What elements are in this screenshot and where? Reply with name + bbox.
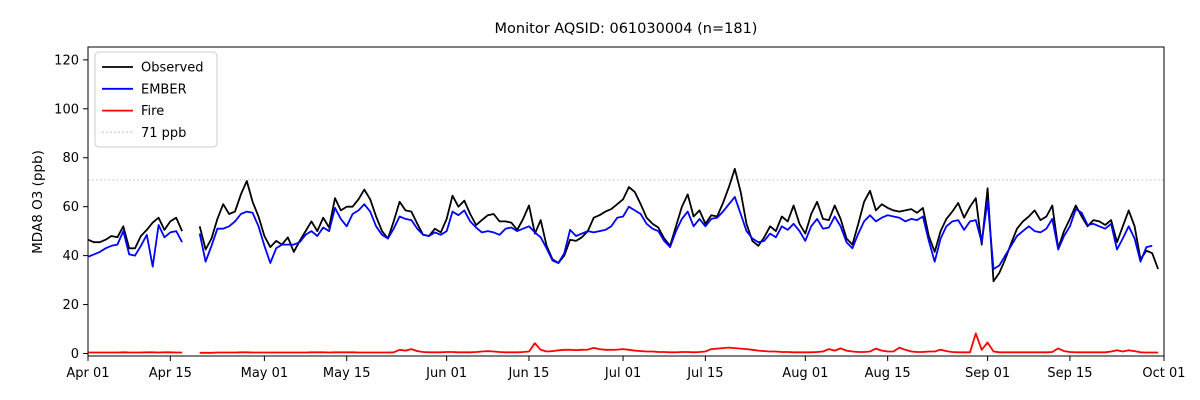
x-tick-label: Jul 15	[686, 366, 723, 381]
ember-line	[198, 195, 1153, 271]
y-tick-label: 20	[62, 298, 79, 313]
y-tick-label: 60	[62, 200, 79, 215]
y-tick-label: 40	[62, 249, 79, 264]
x-tick-label: Apr 01	[66, 366, 109, 381]
chart-title: Monitor AQSID: 061030004 (n=181)	[494, 21, 758, 37]
x-tick-label: May 01	[241, 366, 289, 381]
fire-line	[199, 332, 1159, 354]
x-tick-label: Aug 15	[865, 366, 911, 381]
y-tick-label: 100	[54, 102, 79, 117]
x-tick-label: Apr 15	[149, 366, 192, 381]
observed-line	[198, 167, 1159, 283]
axes-spines	[87, 46, 1165, 357]
x-tick-label: May 15	[323, 366, 371, 381]
x-tick-label: Sep 15	[1047, 366, 1092, 381]
x-tick-label: Sep 01	[965, 366, 1010, 381]
y-tick-label: 120	[54, 53, 79, 68]
y-tick-label: 0	[71, 347, 79, 362]
x-tick-label: Jun 15	[507, 366, 549, 381]
legend-label: Fire	[141, 104, 164, 119]
x-tick-label: Jun 01	[425, 366, 467, 381]
y-tick-label: 80	[62, 151, 79, 166]
observed-line	[87, 216, 183, 250]
legend-label: 71 ppb	[141, 126, 186, 141]
x-tick-label: Aug 01	[782, 366, 828, 381]
ember-line	[87, 224, 183, 268]
x-tick-label: Jul 01	[604, 366, 641, 381]
legend-box	[94, 51, 218, 148]
y-axis-label: MDA8 O3 (ppb)	[30, 150, 46, 254]
x-tick-label: Oct 01	[1142, 366, 1185, 381]
legend-label: Observed	[141, 61, 204, 76]
legend-label: EMBER	[141, 82, 187, 97]
